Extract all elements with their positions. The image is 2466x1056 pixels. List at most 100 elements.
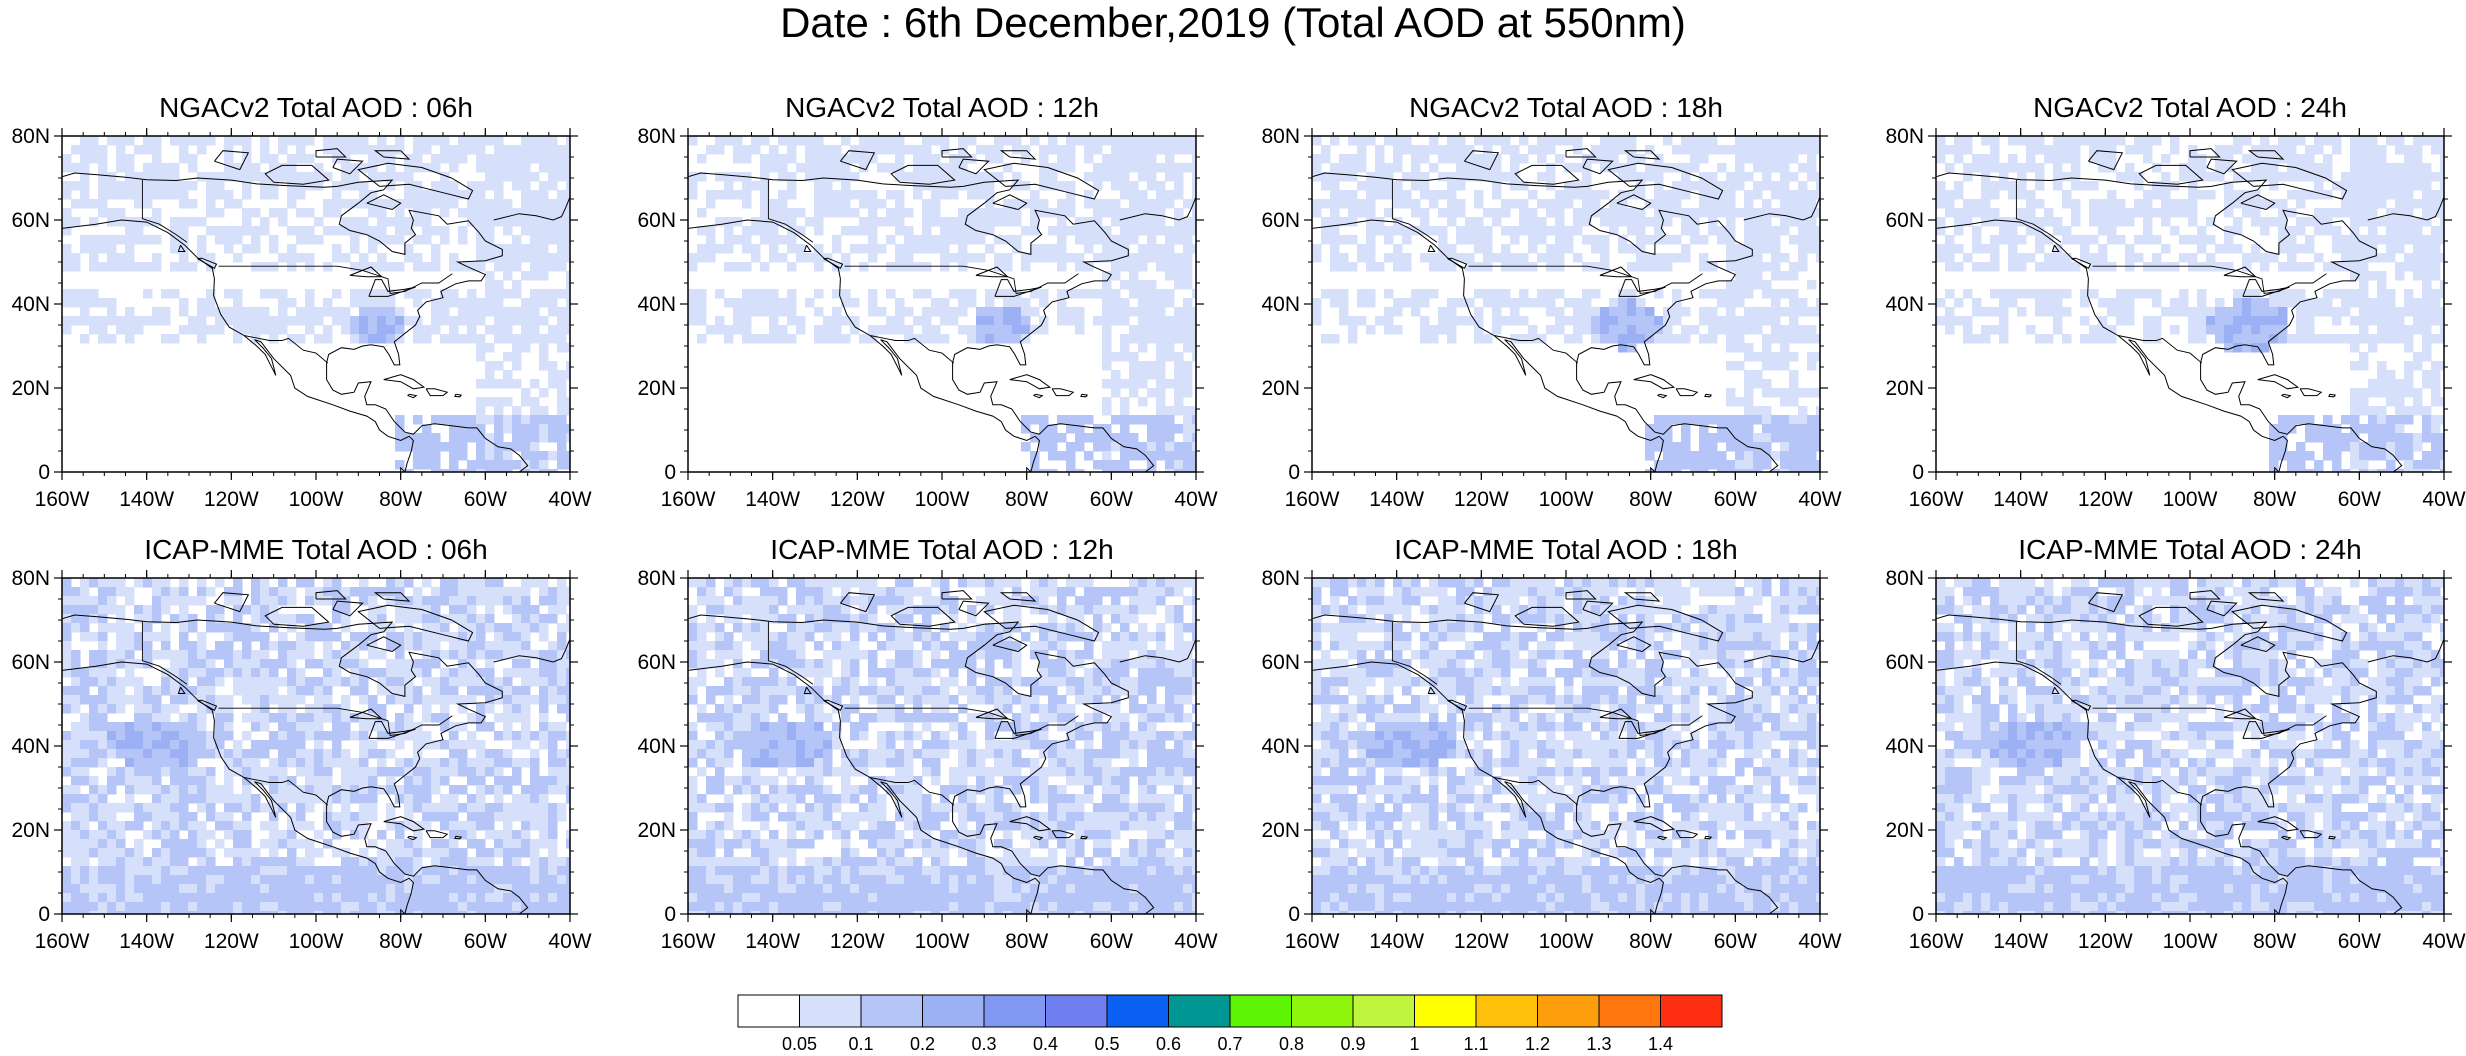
aod-cell	[2296, 469, 2306, 472]
aod-cell	[931, 235, 941, 245]
aod-cell	[161, 334, 171, 344]
aod-cell	[161, 677, 171, 687]
aod-cell	[80, 587, 90, 597]
aod-cell	[224, 659, 234, 669]
aod-cell	[395, 226, 405, 236]
aod-cell	[1744, 424, 1754, 434]
aod-cell	[458, 605, 468, 615]
aod-cell	[1192, 352, 1196, 362]
aod-cell	[539, 469, 549, 472]
aod-cell	[1735, 361, 1745, 371]
aod-cell	[1510, 226, 1520, 236]
aod-cell	[733, 190, 743, 200]
aod-cell	[1708, 262, 1718, 272]
aod-cell	[206, 226, 216, 236]
aod-cell	[1030, 244, 1040, 254]
aod-cell	[1147, 334, 1157, 344]
aod-cell	[1945, 199, 1955, 209]
aod-cell	[2386, 163, 2396, 173]
aod-cell	[2359, 325, 2369, 335]
aod-cell	[1129, 325, 1139, 335]
aod-cell	[2404, 199, 2414, 209]
aod-cell	[2377, 334, 2387, 344]
aod-cell	[1726, 415, 1736, 425]
aod-cell	[1771, 298, 1781, 308]
aod-cell	[1447, 217, 1457, 227]
island-outline	[197, 257, 218, 269]
aod-cell	[859, 154, 869, 164]
aod-cell	[269, 172, 279, 182]
aod-cell	[859, 217, 869, 227]
aod-cell	[1762, 172, 1772, 182]
aod-cell	[1339, 163, 1349, 173]
aod-cell	[566, 235, 570, 245]
aod-cell	[422, 433, 432, 443]
aod-cell	[2188, 262, 2198, 272]
aod-cell	[1174, 190, 1184, 200]
aod-cell	[1057, 226, 1067, 236]
aod-cell	[1555, 253, 1565, 263]
aod-cell	[557, 406, 567, 416]
aod-cell	[1780, 334, 1790, 344]
aod-cell	[2404, 172, 2414, 182]
aod-cell	[566, 217, 570, 227]
aod-cell	[512, 235, 522, 245]
aod-cell	[134, 262, 144, 272]
aod-cell	[1156, 298, 1166, 308]
aod-cell	[233, 325, 243, 335]
aod-cell	[530, 451, 540, 461]
aod-cell	[2296, 415, 2306, 425]
aod-cell	[503, 208, 513, 218]
aod-cell	[1402, 298, 1412, 308]
aod-cell	[287, 199, 297, 209]
aod-cell	[931, 154, 941, 164]
aod-cell	[287, 253, 297, 263]
aod-cell	[1717, 181, 1727, 191]
aod-cell	[769, 145, 779, 155]
island-outline	[2189, 148, 2221, 158]
aod-cell	[440, 136, 450, 146]
aod-cell	[1120, 226, 1130, 236]
aod-cell	[1120, 433, 1130, 443]
aod-cell	[994, 154, 1004, 164]
lat-tick-label: 0	[1288, 461, 1300, 484]
panel-title: NGACv2 Total AOD : 12h	[785, 92, 1099, 123]
aod-cell	[1111, 253, 1121, 263]
aod-cell	[341, 172, 351, 182]
aod-cell	[985, 325, 995, 335]
aod-cell	[1744, 397, 1754, 407]
aod-cell	[143, 623, 153, 633]
aod-cell	[823, 208, 833, 218]
lat-tick-label: 80N	[11, 125, 50, 148]
aod-cell	[1789, 424, 1799, 434]
aod-cell	[715, 217, 725, 227]
aod-cell	[1726, 298, 1736, 308]
aod-cell	[548, 199, 558, 209]
aod-cell	[2341, 181, 2351, 191]
aod-cell	[449, 154, 459, 164]
aod-cell	[2386, 469, 2396, 472]
aod-cell	[1147, 442, 1157, 452]
aod-cell	[1411, 145, 1421, 155]
aod-cell	[2368, 469, 2378, 472]
aod-cell	[1075, 226, 1085, 236]
aod-cell	[134, 677, 144, 687]
aod-cell	[2440, 217, 2444, 227]
panel-title: NGACv2 Total AOD : 06h	[159, 92, 473, 123]
aod-cell	[1321, 226, 1331, 236]
aod-cell	[2125, 208, 2135, 218]
aod-cell	[143, 262, 153, 272]
aod-cell	[521, 343, 531, 353]
aod-cell	[1762, 244, 1772, 254]
aod-cell	[332, 289, 342, 299]
aod-cell	[1003, 163, 1013, 173]
aod-cell	[2143, 226, 2153, 236]
aod-cell	[1156, 307, 1166, 317]
aod-cell	[1546, 163, 1556, 173]
aod-cell	[188, 668, 198, 678]
aod-cell	[2305, 298, 2315, 308]
aod-cell	[512, 460, 522, 470]
aod-cell	[931, 190, 941, 200]
aod-cell	[134, 181, 144, 191]
aod-cell	[2431, 316, 2441, 326]
